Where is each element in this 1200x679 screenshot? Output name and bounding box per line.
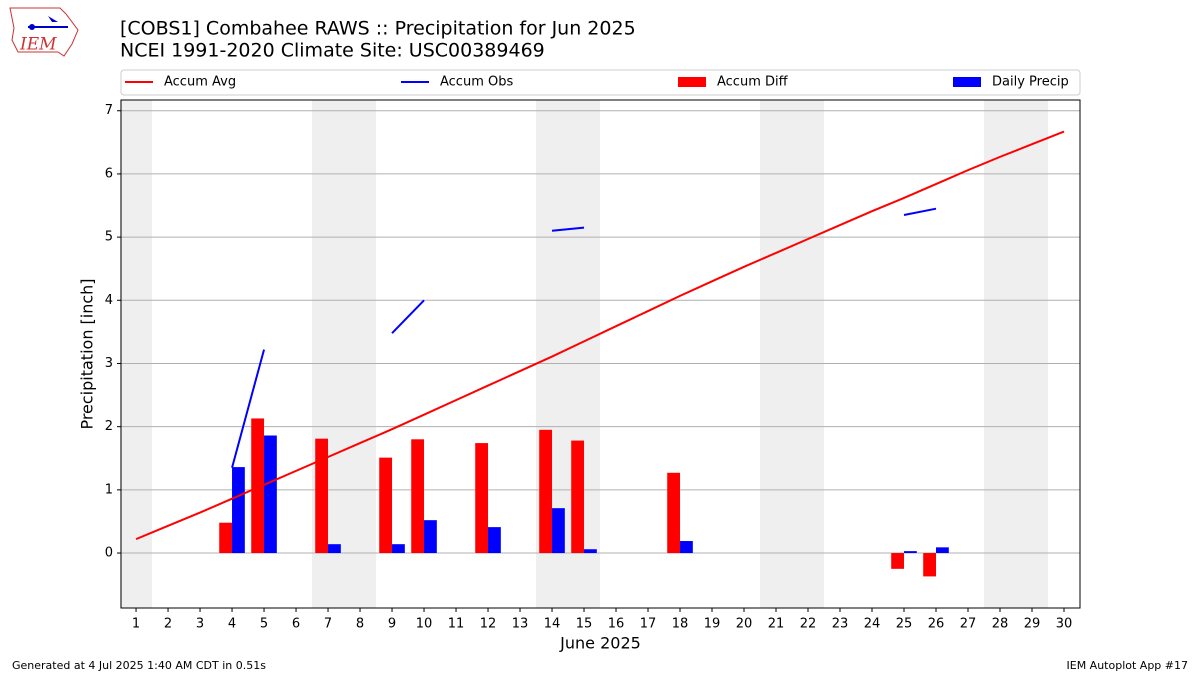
- bar: [667, 472, 681, 554]
- x-tick-label: 23: [832, 617, 849, 632]
- weekend-shade: [760, 100, 825, 608]
- logo-text: IEM: [19, 35, 57, 55]
- bar: [475, 443, 489, 554]
- x-tick-label: 15: [576, 617, 593, 632]
- x-tick-label: 1: [132, 617, 140, 632]
- bar: [584, 549, 597, 554]
- bar: [315, 438, 329, 554]
- legend-swatch: [678, 77, 706, 87]
- bar: [552, 508, 565, 554]
- legend-swatch: [953, 77, 981, 87]
- bar: [219, 522, 233, 554]
- x-tick-label: 4: [228, 617, 236, 632]
- x-tick-label: 3: [196, 617, 204, 632]
- x-tick-label: 19: [704, 617, 721, 632]
- x-tick-label: 30: [1056, 617, 1073, 632]
- x-tick-label: 16: [608, 617, 625, 632]
- x-tick-label: 21: [768, 617, 785, 632]
- chart-title: [COBS1] Combahee RAWS :: Precipitation f…: [120, 18, 636, 40]
- bar: [904, 551, 917, 554]
- x-tick-label: 26: [928, 617, 945, 632]
- x-tick-label: 6: [292, 617, 300, 632]
- bar: [680, 541, 693, 554]
- x-tick-label: 25: [896, 617, 913, 632]
- y-tick-label: 5: [105, 230, 113, 245]
- x-tick-label: 28: [992, 617, 1009, 632]
- bar: [539, 429, 553, 554]
- y-tick-label: 6: [105, 166, 113, 181]
- footer-right: IEM Autoplot App #17: [1067, 659, 1189, 672]
- x-axis-label: June 2025: [559, 634, 641, 653]
- footer-left: Generated at 4 Jul 2025 1:40 AM CDT in 0…: [12, 659, 266, 672]
- bar: [264, 435, 277, 554]
- x-tick-label: 11: [448, 617, 465, 632]
- bar: [232, 467, 245, 554]
- x-tick-label: 12: [480, 617, 497, 632]
- y-axis-label: Precipitation [inch]: [78, 278, 97, 429]
- x-tick-label: 17: [640, 617, 657, 632]
- x-tick-label: 10: [416, 617, 433, 632]
- legend: [120, 69, 1081, 96]
- plot-frame: [120, 99, 1081, 609]
- x-tick-label: 8: [356, 617, 364, 632]
- x-tick-label: 9: [388, 617, 396, 632]
- legend-label: Daily Precip: [992, 75, 1069, 90]
- x-tick-label: 27: [960, 617, 977, 632]
- legend-label: Accum Obs: [440, 75, 513, 90]
- x-tick-label: 7: [324, 617, 332, 632]
- y-tick-label: 7: [105, 103, 113, 118]
- x-tick-label: 24: [864, 617, 881, 632]
- x-tick-label: 2: [164, 617, 172, 632]
- bar: [251, 418, 265, 554]
- y-tick-label: 2: [105, 419, 113, 434]
- bar: [891, 553, 905, 569]
- y-tick-label: 4: [105, 293, 113, 308]
- bar: [936, 547, 949, 554]
- x-tick-label: 22: [800, 617, 817, 632]
- bar: [571, 440, 585, 554]
- x-tick-label: 14: [544, 617, 561, 632]
- legend-label: Accum Avg: [164, 75, 236, 90]
- line: [135, 130, 1065, 541]
- legend-label: Accum Diff: [717, 75, 789, 90]
- x-tick-label: 18: [672, 617, 689, 632]
- x-tick-label: 20: [736, 617, 753, 632]
- weekend-shade: [984, 100, 1049, 608]
- weekend-shade: [120, 100, 153, 608]
- chart-subtitle: NCEI 1991-2020 Climate Site: USC00389469: [120, 40, 545, 62]
- y-tick-label: 3: [105, 356, 113, 371]
- bar: [424, 520, 437, 554]
- x-tick-label: 13: [512, 617, 529, 632]
- bar: [392, 544, 405, 554]
- bar: [328, 544, 341, 554]
- line: [231, 207, 937, 468]
- y-tick-label: 0: [105, 546, 113, 561]
- bar: [923, 553, 937, 577]
- x-tick-label: 5: [260, 617, 268, 632]
- y-tick-label: 1: [105, 482, 113, 497]
- bar: [411, 439, 425, 554]
- x-tick-label: 29: [1024, 617, 1041, 632]
- bar: [488, 527, 501, 554]
- bar: [379, 457, 393, 554]
- logo: IEM: [9, 7, 79, 57]
